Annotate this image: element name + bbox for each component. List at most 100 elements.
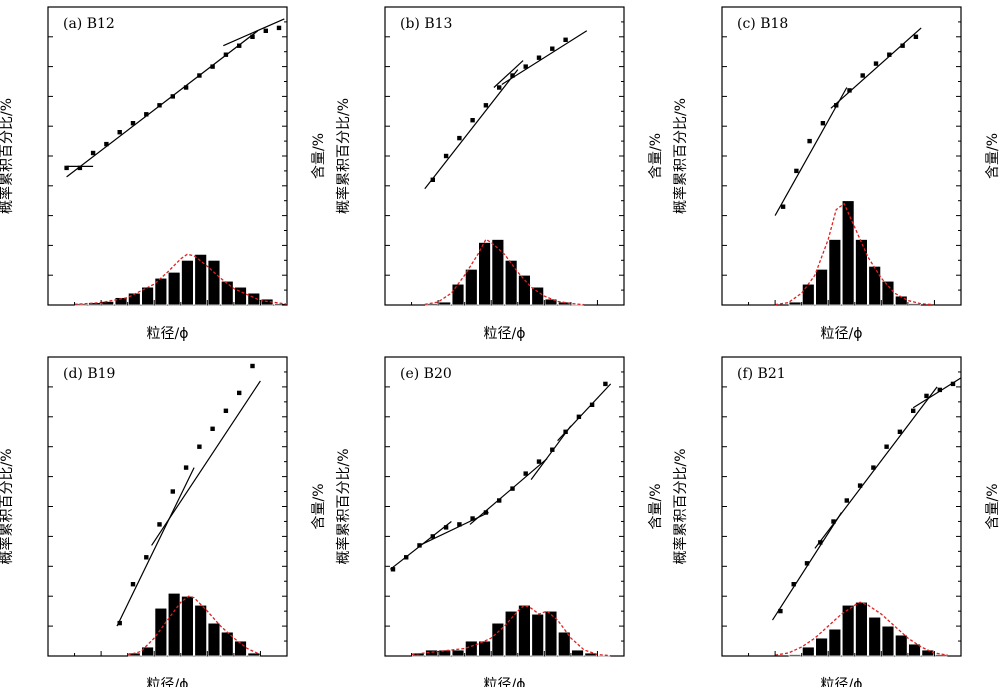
cumulative-point bbox=[536, 459, 542, 464]
cumulative-point bbox=[847, 88, 852, 93]
cumulative-point bbox=[510, 486, 515, 491]
cumulative-point bbox=[523, 64, 528, 69]
cumulative-point bbox=[90, 150, 96, 156]
distribution-curve bbox=[411, 604, 611, 657]
cumulative-point bbox=[104, 141, 109, 147]
bar bbox=[815, 268, 828, 306]
bar bbox=[557, 631, 571, 657]
cumulative-point bbox=[130, 121, 136, 126]
left-axis-title: 概率累积百分比/% bbox=[335, 98, 352, 214]
chart-panel-6: (f) B21 粒径/ϕ 概率累积百分比/% 含量/% bbox=[672, 356, 1000, 687]
cumulative-point bbox=[210, 64, 215, 69]
bar bbox=[531, 613, 545, 657]
plot-frame bbox=[47, 356, 288, 657]
bar bbox=[828, 628, 842, 657]
cumulative-point bbox=[457, 135, 462, 141]
bar bbox=[234, 286, 247, 306]
bar bbox=[815, 637, 828, 657]
cumulative-point bbox=[483, 510, 489, 515]
cumulative-point bbox=[576, 414, 582, 419]
cumulative-point bbox=[913, 34, 919, 39]
bar bbox=[504, 610, 518, 657]
left-axis-title: 概率累积百分比/% bbox=[672, 98, 689, 214]
plot-frame bbox=[384, 356, 625, 657]
cumulative-point bbox=[563, 37, 568, 42]
bar bbox=[788, 654, 802, 657]
cumulative-point bbox=[183, 465, 189, 470]
bar bbox=[788, 301, 802, 306]
bar bbox=[801, 646, 815, 657]
left-axis-title: 概率累积百分比/% bbox=[0, 448, 15, 564]
cumulative-point bbox=[77, 165, 83, 171]
cumulative-point bbox=[483, 103, 489, 108]
bar bbox=[855, 601, 868, 657]
x-axis-title: 粒径/ϕ bbox=[484, 326, 526, 342]
bar bbox=[181, 259, 194, 306]
fit-segment bbox=[116, 467, 195, 627]
right-axis-title: 含量/% bbox=[985, 133, 1000, 179]
cumulative-point bbox=[470, 118, 475, 123]
chart-panel-3: (c) B18 粒径/ϕ 概率累积百分比/% 含量/% bbox=[672, 6, 1000, 342]
fit-segment bbox=[501, 30, 588, 86]
cumulative-point bbox=[237, 390, 242, 396]
bar bbox=[868, 616, 882, 657]
cumulative-point bbox=[791, 582, 796, 587]
cumulative-point bbox=[897, 429, 903, 434]
cumulative-point bbox=[117, 130, 122, 135]
bar bbox=[167, 271, 181, 306]
cumulative-point bbox=[276, 25, 282, 31]
bar bbox=[438, 301, 452, 306]
cumulative-point bbox=[470, 516, 475, 521]
cumulative-point bbox=[404, 555, 409, 560]
bar bbox=[88, 302, 101, 306]
bar bbox=[504, 259, 518, 306]
bar bbox=[894, 634, 908, 657]
cumulative-point bbox=[170, 489, 175, 494]
chart-panel-5: (e) B20 粒径/ϕ 概率累积百分比/% 含量/% bbox=[335, 356, 664, 687]
cumulative-point bbox=[430, 177, 435, 182]
plot-frame bbox=[721, 6, 962, 306]
cumulative-point bbox=[497, 498, 502, 503]
bar bbox=[194, 604, 208, 657]
bar bbox=[464, 640, 478, 657]
bar bbox=[207, 259, 221, 306]
panel-title: (e) B20 bbox=[400, 366, 452, 382]
cumulative-point bbox=[237, 43, 242, 48]
bar bbox=[491, 622, 505, 657]
cumulative-point bbox=[144, 112, 149, 117]
cumulative-point bbox=[804, 561, 810, 566]
cumulative-point bbox=[250, 363, 255, 369]
cumulative-point bbox=[857, 483, 863, 488]
bar bbox=[194, 253, 208, 306]
cumulative-point bbox=[780, 204, 786, 209]
cumulative-point bbox=[860, 73, 865, 78]
bar bbox=[544, 610, 558, 657]
cumulative-point bbox=[457, 522, 462, 527]
right-axis-title: 含量/% bbox=[985, 483, 1000, 529]
left-axis-title: 概率累积百分比/% bbox=[335, 448, 352, 564]
cumulative-point bbox=[550, 447, 555, 452]
cumulative-point bbox=[430, 534, 435, 539]
cumulative-point bbox=[778, 608, 783, 614]
panel-title: (d) B19 bbox=[63, 366, 115, 382]
panel-title: (f) B21 bbox=[737, 366, 786, 382]
cumulative-point bbox=[794, 168, 799, 174]
cumulative-point bbox=[157, 522, 162, 527]
cumulative-point bbox=[536, 55, 542, 60]
cumulative-point bbox=[223, 408, 229, 413]
bar bbox=[451, 649, 465, 657]
bar bbox=[518, 274, 531, 306]
bar bbox=[167, 592, 181, 657]
cumulative-point bbox=[550, 46, 555, 51]
x-axis-title: 粒径/ϕ bbox=[147, 326, 189, 342]
distribution-curve bbox=[424, 238, 585, 306]
x-axis-title: 粒径/ϕ bbox=[821, 677, 863, 687]
fit-segment bbox=[814, 386, 938, 549]
cumulative-point bbox=[873, 61, 879, 66]
distribution-curve bbox=[127, 595, 261, 656]
cumulative-point bbox=[130, 582, 136, 587]
bar bbox=[841, 200, 855, 306]
cumulative-point bbox=[911, 408, 916, 413]
right-axis-title: 含量/% bbox=[648, 483, 664, 529]
cumulative-point bbox=[834, 103, 839, 108]
